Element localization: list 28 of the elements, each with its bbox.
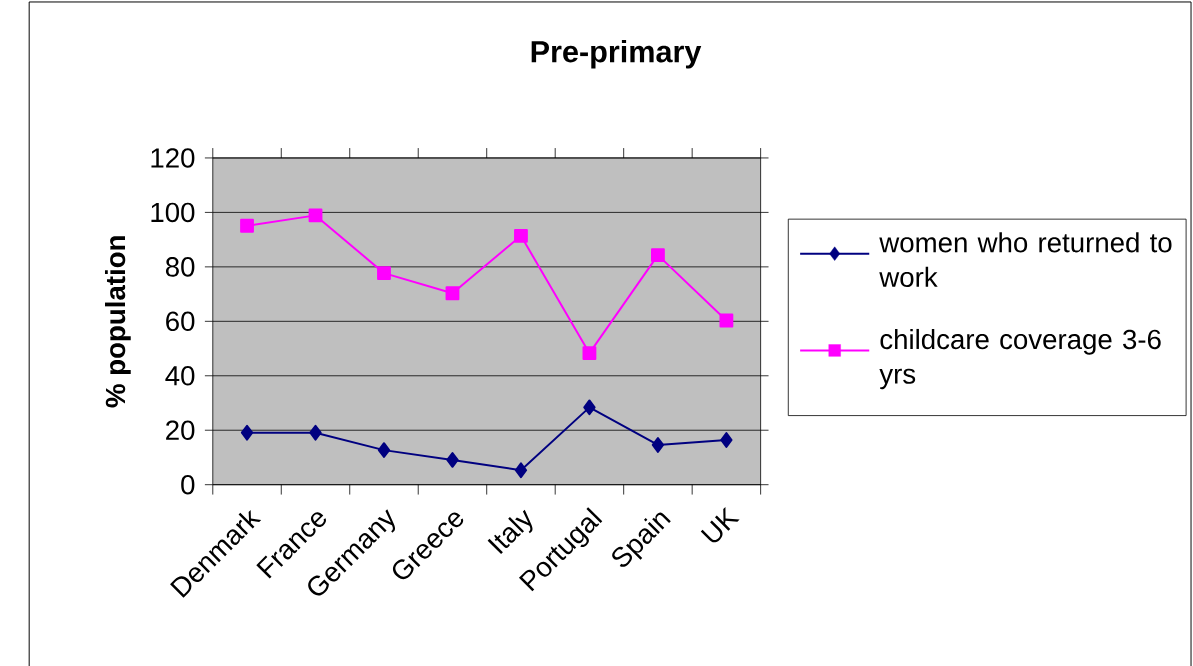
x-tick-label: UK [700,506,740,543]
y-axis-title: % population [104,236,131,408]
y-tick-label: 0 [181,474,195,495]
legend-label: childcare coverage 3-6 yrs [879,328,1161,390]
chart-title: Pre-primary [531,39,702,69]
point [514,228,528,243]
point [651,436,665,453]
y-tick-label: 120 [151,148,195,168]
point [582,346,597,360]
point [377,442,391,458]
point [240,424,254,441]
legend-label: women who returned to work [879,232,1172,287]
point [651,248,665,262]
y-tick-label: 100 [151,202,195,223]
y-tick-label: 60 [166,311,195,331]
point [719,313,734,328]
point [240,218,254,233]
point [308,208,323,223]
point [514,462,528,478]
point [583,399,596,416]
point [377,266,391,280]
point [445,286,460,301]
y-tick-label: 20 [166,420,195,440]
y-tick-label: 80 [165,256,195,277]
point [446,451,459,468]
y-tick-label: 40 [165,365,195,386]
point [309,424,322,441]
point [720,431,733,448]
